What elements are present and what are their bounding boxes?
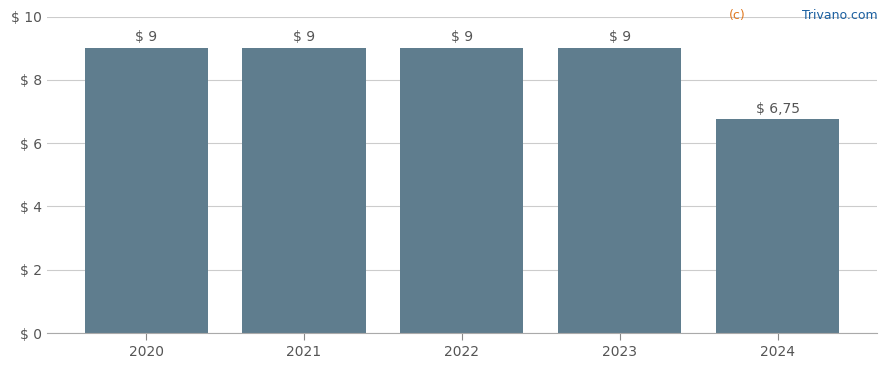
Bar: [242, 48, 366, 333]
Text: $ 9: $ 9: [451, 30, 473, 44]
Text: $ 9: $ 9: [135, 30, 157, 44]
Bar: [559, 48, 681, 333]
Bar: [400, 48, 523, 333]
Text: $ 6,75: $ 6,75: [756, 102, 799, 116]
Text: $ 9: $ 9: [293, 30, 315, 44]
Text: $ 9: $ 9: [608, 30, 630, 44]
Text: (c): (c): [729, 9, 746, 22]
Bar: [84, 48, 208, 333]
Text: Trivano.com: Trivano.com: [797, 9, 877, 22]
Bar: [716, 120, 839, 333]
